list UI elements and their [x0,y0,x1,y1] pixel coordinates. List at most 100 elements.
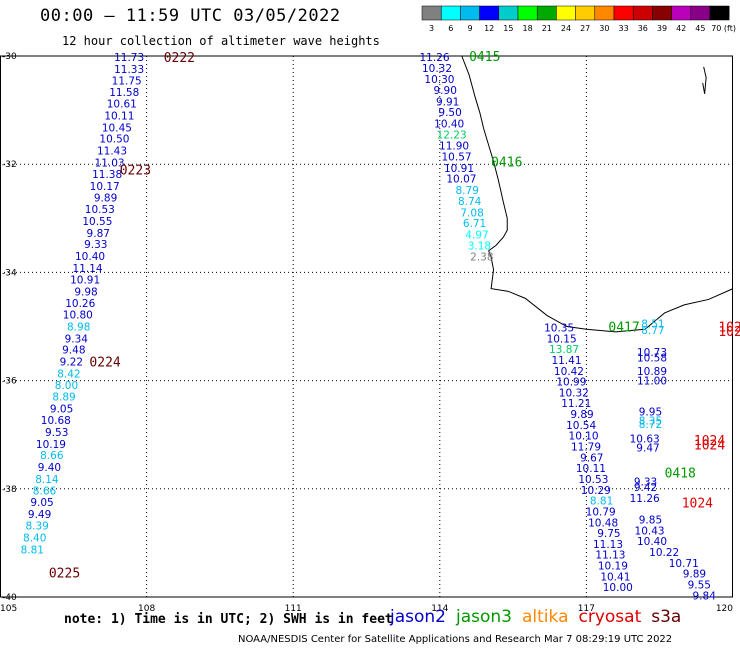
wave-height-value: 8.14 [35,474,59,486]
color-scale-label: 15 [503,24,513,33]
wave-height-value: 10.89 [637,366,667,378]
wave-height-value: 9.90 [434,85,457,97]
wave-height-value: 8.66 [40,450,64,462]
color-swatch [556,5,576,21]
wave-height-value: 9.34 [65,333,89,345]
wave-height-value: 9.85 [639,515,662,527]
color-scale-label: 70 (ft) [711,24,736,33]
wave-height-value: 11.90 [439,141,469,153]
island-path [702,66,707,94]
wave-height-value: 10.50 [99,134,129,146]
wave-height-value: 10.80 [63,310,93,322]
pass-label: 1024 [682,496,713,511]
wave-height-value: 9.98 [74,286,97,298]
wave-height-value: 9.84 [693,590,717,602]
wave-height-value: 11.26 [420,52,450,64]
color-scale-label: 42 [676,24,686,33]
coastline [461,55,734,333]
wave-height-value: 10.22 [649,547,679,559]
wave-height-value: 10.91 [444,163,474,175]
wave-height-value: 10.19 [36,439,66,451]
wave-height-value: 10.53 [578,474,608,486]
color-scale-label: 45 [695,24,705,33]
wave-height-value: 10.17 [90,181,120,193]
wave-height-value: 10.43 [635,525,665,537]
wave-height-value: 8.00 [55,380,78,392]
wave-height-value: 10.29 [581,485,611,497]
color-swatch [671,5,692,21]
coastline-path [461,55,734,333]
wave-height-values: 11.7311.3311.7511.5810.6110.1110.4510.50… [21,52,717,602]
wave-height-value: 10.35 [544,323,574,335]
legend-cryosat: cryosat [578,607,642,627]
wave-height-value: 6.71 [463,218,486,230]
color-swatch [632,5,653,21]
wave-height-value: 8.79 [456,185,479,197]
wave-height-value: 9.53 [45,427,68,439]
note-text: note: 1) Time is in UTC; 2) SWH is in fe… [64,612,393,627]
wave-height-value: 11.21 [561,398,591,410]
wave-height-value: 9.75 [597,528,620,540]
wave-height-value: 11.79 [571,442,601,454]
plot-frame [0,55,733,598]
wave-height-value: 9.40 [38,462,61,474]
wave-height-value: 9.50 [438,107,461,119]
color-swatch [517,5,538,21]
wave-height-value: 9.33 [84,239,107,251]
wave-height-value: 10.40 [434,119,464,131]
wave-height-value: 9.95 [639,406,662,418]
color-swatch [575,5,596,21]
pass-label: 1024 [694,434,725,449]
wave-height-value: 8.42 [57,368,80,380]
wave-height-value: 8.51 [641,319,664,331]
wave-height-value: 3.18 [468,240,491,252]
wave-height-value: 9.48 [62,345,85,357]
y-tick-label: -40 [2,593,17,603]
pass-label: 0224 [89,356,120,371]
wave-height-value: 10.32 [422,63,452,75]
color-swatch [498,5,519,21]
wave-height-value: 10.48 [588,517,618,529]
color-swatch [421,5,442,21]
legend-jason2: jason2 [390,607,446,627]
wave-height-value: 11.38 [92,169,122,181]
color-scale: 3 6 9 12 15 18 21 24 27 30 33 36 39 42 45 70 (ft) [421,5,736,33]
wave-height-value: 11.13 [593,539,623,551]
color-swatch [536,5,557,21]
y-tick-label: -32 [2,160,17,170]
pass-label: 0416 [491,155,522,170]
wave-height-value: 10.58 [637,352,667,364]
wave-height-value: 4.97 [465,229,488,241]
wave-height-value: 10.10 [569,431,599,443]
wave-height-value: 11.14 [73,263,103,275]
wave-height-value: 10.57 [442,152,472,164]
wave-height-value: 8.35 [639,416,662,428]
color-swatch [690,5,711,21]
wave-height-value: 10.99 [556,377,586,389]
wave-height-value: 11.03 [95,157,125,169]
wave-height-value: 11.26 [630,493,660,505]
tick-labels: 105 108 111 114 117 120 -30 -32 -34 -36 -38 -40 [0,52,733,614]
pass-labels: 0222 0223 0224 0225 0415 0416 0417 0418 10231023… [49,50,740,582]
wave-height-value: 8.81 [21,544,44,556]
color-scale-label: 24 [561,24,571,33]
wave-height-value: 10.73 [637,347,667,359]
legend-s3a: s3a [651,607,682,627]
wave-height-value: 8.39 [25,521,48,533]
wave-height-value: 9.47 [636,443,659,455]
color-swatch [613,5,634,21]
wave-height-value: 9.49 [28,509,51,521]
color-scale-label: 30 [599,24,609,33]
wave-height-value: 9.55 [688,579,711,591]
wave-height-value: 8.40 [23,532,46,544]
color-scale-label: 21 [542,24,552,33]
wave-height-value: 9.33 [634,477,657,489]
pass-label: 1023 [718,321,740,336]
wave-height-value: 11.00 [637,376,667,388]
wave-height-value: 9.89 [94,193,117,205]
wave-height-value: 11.73 [114,52,144,64]
wave-height-value: 10.30 [424,74,454,86]
wave-height-value: 10.42 [554,366,584,378]
credit-text: NOAA/NESDIS Center for Satellite Applica… [238,634,673,645]
color-swatch [594,5,615,21]
